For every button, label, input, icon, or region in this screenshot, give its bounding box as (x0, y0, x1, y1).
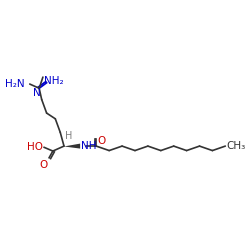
Text: H₂N: H₂N (5, 79, 24, 89)
Text: O: O (40, 160, 48, 170)
Text: O: O (97, 136, 106, 146)
Text: NH: NH (81, 140, 96, 150)
Text: CH₃: CH₃ (226, 141, 246, 151)
Text: HO: HO (27, 142, 43, 152)
Text: H: H (65, 131, 72, 141)
Text: NH₂: NH₂ (44, 76, 64, 86)
Polygon shape (64, 144, 80, 148)
Text: N: N (34, 88, 41, 99)
